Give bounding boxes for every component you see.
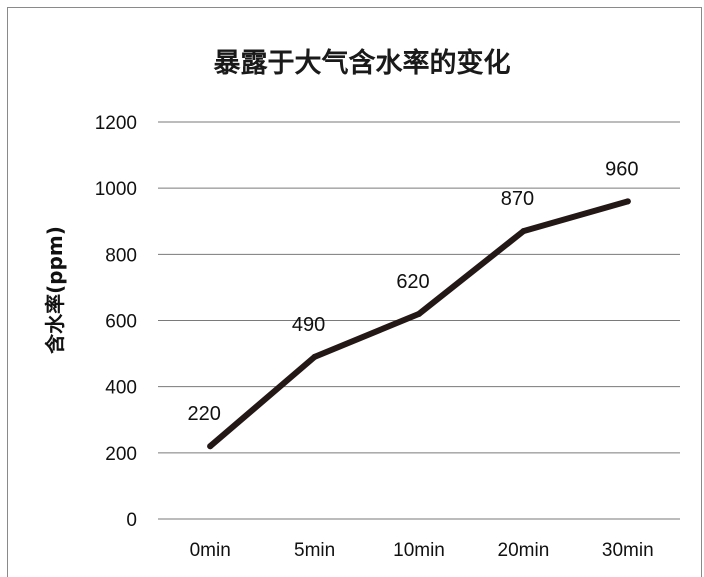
x-tick-labels: 0min 5min 10min 20min 30min	[190, 540, 654, 561]
series-line	[207, 198, 631, 450]
y-tick-label: 600	[105, 312, 137, 333]
y-tick-label: 0	[126, 510, 137, 531]
data-label: 220	[188, 403, 221, 425]
x-tick-label: 5min	[294, 540, 335, 561]
series-layer	[207, 198, 631, 450]
y-tick-labels: 0 200 400 600 800 1000 1200	[95, 113, 137, 531]
data-label: 960	[605, 158, 638, 180]
y-tick-label: 400	[105, 378, 137, 399]
chart-frame	[7, 7, 702, 577]
data-labels: 220 490 620 870 960	[188, 158, 639, 425]
data-point	[311, 353, 318, 360]
data-label: 620	[396, 271, 429, 293]
x-tick-label: 20min	[498, 540, 550, 561]
chart-title: 暴露于大气含水率的变化	[214, 47, 511, 79]
y-tick-label: 1200	[95, 113, 137, 134]
data-point	[416, 310, 422, 317]
y-axis-label: 含水率(ppm)	[43, 226, 67, 354]
data-point	[520, 228, 527, 235]
data-label: 490	[292, 314, 325, 336]
data-point	[624, 198, 631, 205]
y-tick-label: 1000	[95, 179, 137, 200]
x-tick-label: 30min	[602, 540, 654, 561]
data-label: 870	[501, 188, 534, 210]
data-point	[207, 443, 214, 450]
x-tick-label: 10min	[393, 540, 445, 561]
gridlines	[158, 121, 680, 520]
y-tick-label: 200	[105, 444, 137, 465]
y-tick-label: 800	[105, 245, 137, 266]
x-tick-label: 0min	[190, 540, 231, 561]
